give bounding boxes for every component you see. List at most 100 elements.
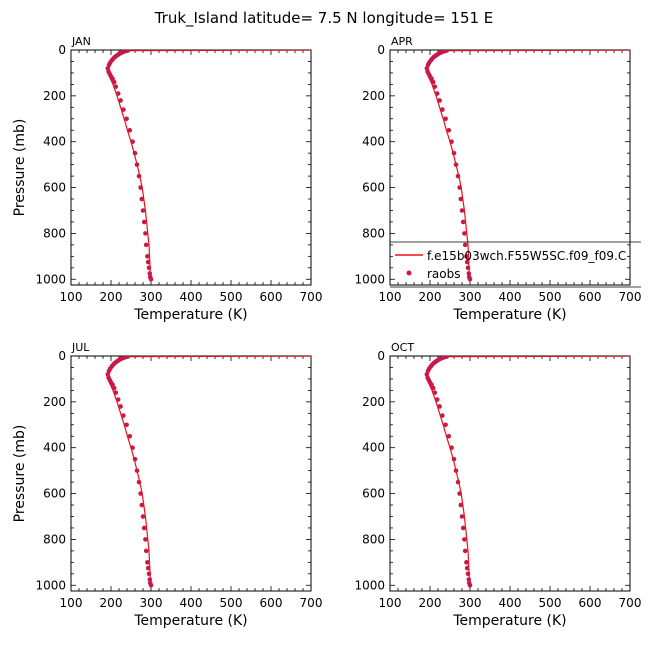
x-tick-label: 100 — [60, 290, 83, 304]
y-tick-label: 200 — [362, 89, 385, 103]
raobs-point — [132, 150, 138, 156]
x-tick-label: 100 — [379, 596, 402, 610]
raobs-point — [145, 259, 151, 265]
x-tick-label: 400 — [180, 596, 203, 610]
x-tick-label: 200 — [419, 596, 442, 610]
panels-container: 100 200 300 400 500 600 70002004006008001000JA… — [12, 35, 641, 629]
raobs-point — [459, 208, 465, 213]
raobs-point — [134, 162, 140, 167]
raobs-point — [464, 565, 470, 571]
raobs-point — [434, 91, 440, 96]
raobs-point — [110, 76, 115, 81]
plot-area — [424, 356, 630, 588]
raobs-point — [146, 265, 152, 271]
raobs-point — [124, 116, 129, 122]
panel-title: JAN — [71, 35, 91, 48]
y-tick-label: 200 — [43, 395, 66, 409]
panel-title: JUL — [71, 341, 90, 354]
x-tick-label: 500 — [220, 290, 243, 304]
raobs-point — [458, 502, 464, 508]
raobs-point — [453, 468, 459, 473]
x-tick-label: 700 — [619, 596, 642, 610]
raobs-point — [440, 107, 445, 112]
y-tick-label: 1000 — [354, 578, 385, 592]
raobs-point — [130, 139, 135, 145]
raobs-point — [134, 468, 140, 473]
y-tick-label: 0 — [58, 43, 66, 57]
x-tick-label: 400 — [499, 290, 522, 304]
y-axis-label: Pressure (mb) — [12, 119, 28, 217]
x-tick-label: 700 — [619, 290, 642, 304]
raobs-point — [464, 560, 469, 565]
raobs-point — [446, 433, 452, 439]
x-axis-label: Temperature (K) — [133, 613, 247, 629]
y-axis-label: Pressure (mb) — [12, 425, 28, 523]
x-tick-label: 200 — [100, 596, 123, 610]
plot-area — [424, 50, 630, 282]
raobs-point — [113, 84, 119, 89]
raobs-point — [453, 162, 459, 167]
raobs-point — [141, 219, 147, 225]
raobs-point — [145, 254, 150, 259]
y-tick-label: 400 — [362, 441, 385, 455]
x-tick-label: 500 — [539, 290, 562, 304]
panel-jul: 100 200 300 400 500 600 700 0 200 400 600 800 1000 JU… — [12, 341, 322, 629]
raobs-point — [136, 173, 142, 179]
raobs-point — [121, 413, 126, 418]
y-tick-label: 0 — [58, 349, 66, 363]
raobs-point — [105, 372, 111, 377]
raobs-point — [467, 582, 473, 588]
raobs-point — [139, 502, 145, 508]
raobs-point — [424, 372, 430, 377]
raobs-point — [466, 271, 472, 276]
raobs-point — [139, 196, 145, 202]
x-tick-label: 400 — [180, 290, 203, 304]
raobs-point — [143, 548, 149, 554]
raobs-point — [449, 139, 454, 145]
raobs-point — [147, 271, 153, 276]
raobs-point — [145, 560, 150, 565]
raobs-point — [111, 79, 117, 85]
x-tick-label: 300 — [140, 596, 163, 610]
panel-apr: 100 200 300 400 500 600 700 0 200 400 600 800 1000 AP… — [354, 35, 641, 323]
raobs-point — [121, 107, 126, 112]
raobs-point — [115, 91, 121, 96]
raobs-point — [127, 127, 133, 133]
y-tick-label: 800 — [362, 226, 385, 240]
raobs-point — [146, 571, 152, 577]
x-tick-label: 100 — [60, 596, 83, 610]
raobs-point — [143, 231, 148, 236]
raobs-point — [147, 577, 153, 582]
raobs-point — [140, 208, 146, 213]
x-tick-label: 300 — [459, 596, 482, 610]
raobs-point — [130, 445, 135, 451]
raobs-point — [449, 445, 454, 451]
x-tick-label: 600 — [579, 290, 602, 304]
y-tick-label: 800 — [43, 532, 66, 546]
raobs-point — [138, 491, 143, 496]
raobs-point — [429, 76, 434, 81]
raobs-point — [138, 185, 143, 190]
raobs-point — [462, 242, 468, 248]
raobs-point — [443, 422, 448, 428]
raobs-point — [440, 413, 445, 418]
raobs-point — [464, 254, 469, 259]
raobs-point — [430, 79, 436, 85]
y-tick-label: 0 — [377, 43, 385, 57]
x-tick-label: 500 — [220, 596, 243, 610]
plot-frame — [70, 49, 312, 286]
x-tick-label: 700 — [300, 290, 323, 304]
x-axis-label: Temperature (K) — [452, 613, 566, 629]
raobs-point — [127, 433, 133, 439]
raobs-point — [464, 259, 470, 265]
y-tick-label: 0 — [377, 349, 385, 363]
plot-frame — [70, 355, 312, 592]
raobs-point — [434, 397, 440, 402]
raobs-point — [465, 571, 471, 577]
raobs-point — [458, 196, 464, 202]
raobs-point — [460, 525, 466, 531]
y-tick-label: 1000 — [35, 578, 66, 592]
raobs-point — [451, 150, 457, 156]
x-tick-label: 600 — [260, 596, 283, 610]
